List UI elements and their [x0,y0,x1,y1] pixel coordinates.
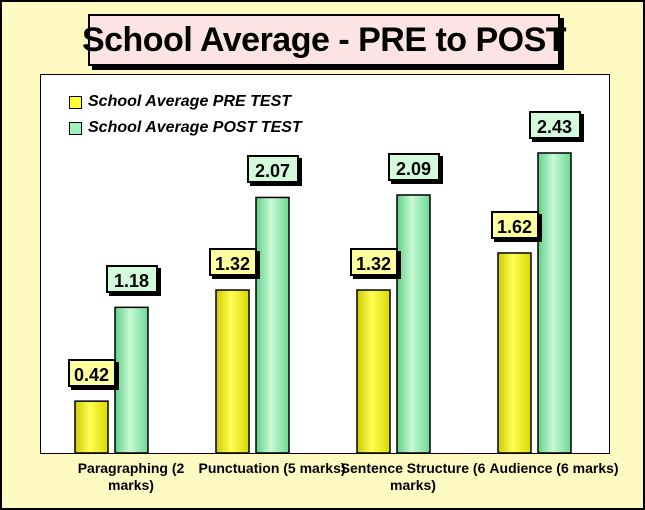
bar-pre-2 [356,289,391,453]
category-label-2: Sentence Structure (6 marks) [340,460,486,493]
value-label-post-2: 2.09 [387,152,440,181]
value-label-post-3: 2.43 [528,111,581,139]
legend-item-pre: School Average PRE TEST [69,93,291,111]
value-label-post-1: 2.07 [246,155,299,184]
bar-post-2 [396,194,431,453]
value-label-pre-2: 1.32 [349,248,398,277]
legend-label-pre: School Average PRE TEST [88,93,292,110]
bar-pre-1 [215,289,250,453]
category-label-1: Punctuation (5 marks) [198,460,346,476]
bar-pre-0 [74,400,109,453]
chart-title-box: School Average - PRE to POST [82,14,567,66]
chart-svg [74,152,572,453]
category-label-3: Audience (6 marks) [489,460,619,476]
bar-pre-3 [497,252,532,453]
category-label-0: Paragraphing (2 marks) [77,460,185,493]
value-label-pre-1: 1.32 [208,248,257,277]
value-label-pre-3: 1.62 [490,211,539,239]
legend-swatch-pre [69,95,82,109]
value-label-pre-0: 0.42 [67,359,116,388]
legend-label-post: School Average POST TEST [88,119,302,136]
value-label-post-0: 1.18 [105,265,158,294]
chart-title: School Average - PRE to POST [81,20,567,59]
bar-post-1 [255,196,290,453]
legend-item-post: School Average POST TEST [69,119,302,137]
plot-area: School Average PRE TEST School Average P… [40,74,610,454]
legend-swatch-post [69,121,82,135]
bar-post-3 [537,152,572,453]
bar-post-0 [114,306,149,453]
